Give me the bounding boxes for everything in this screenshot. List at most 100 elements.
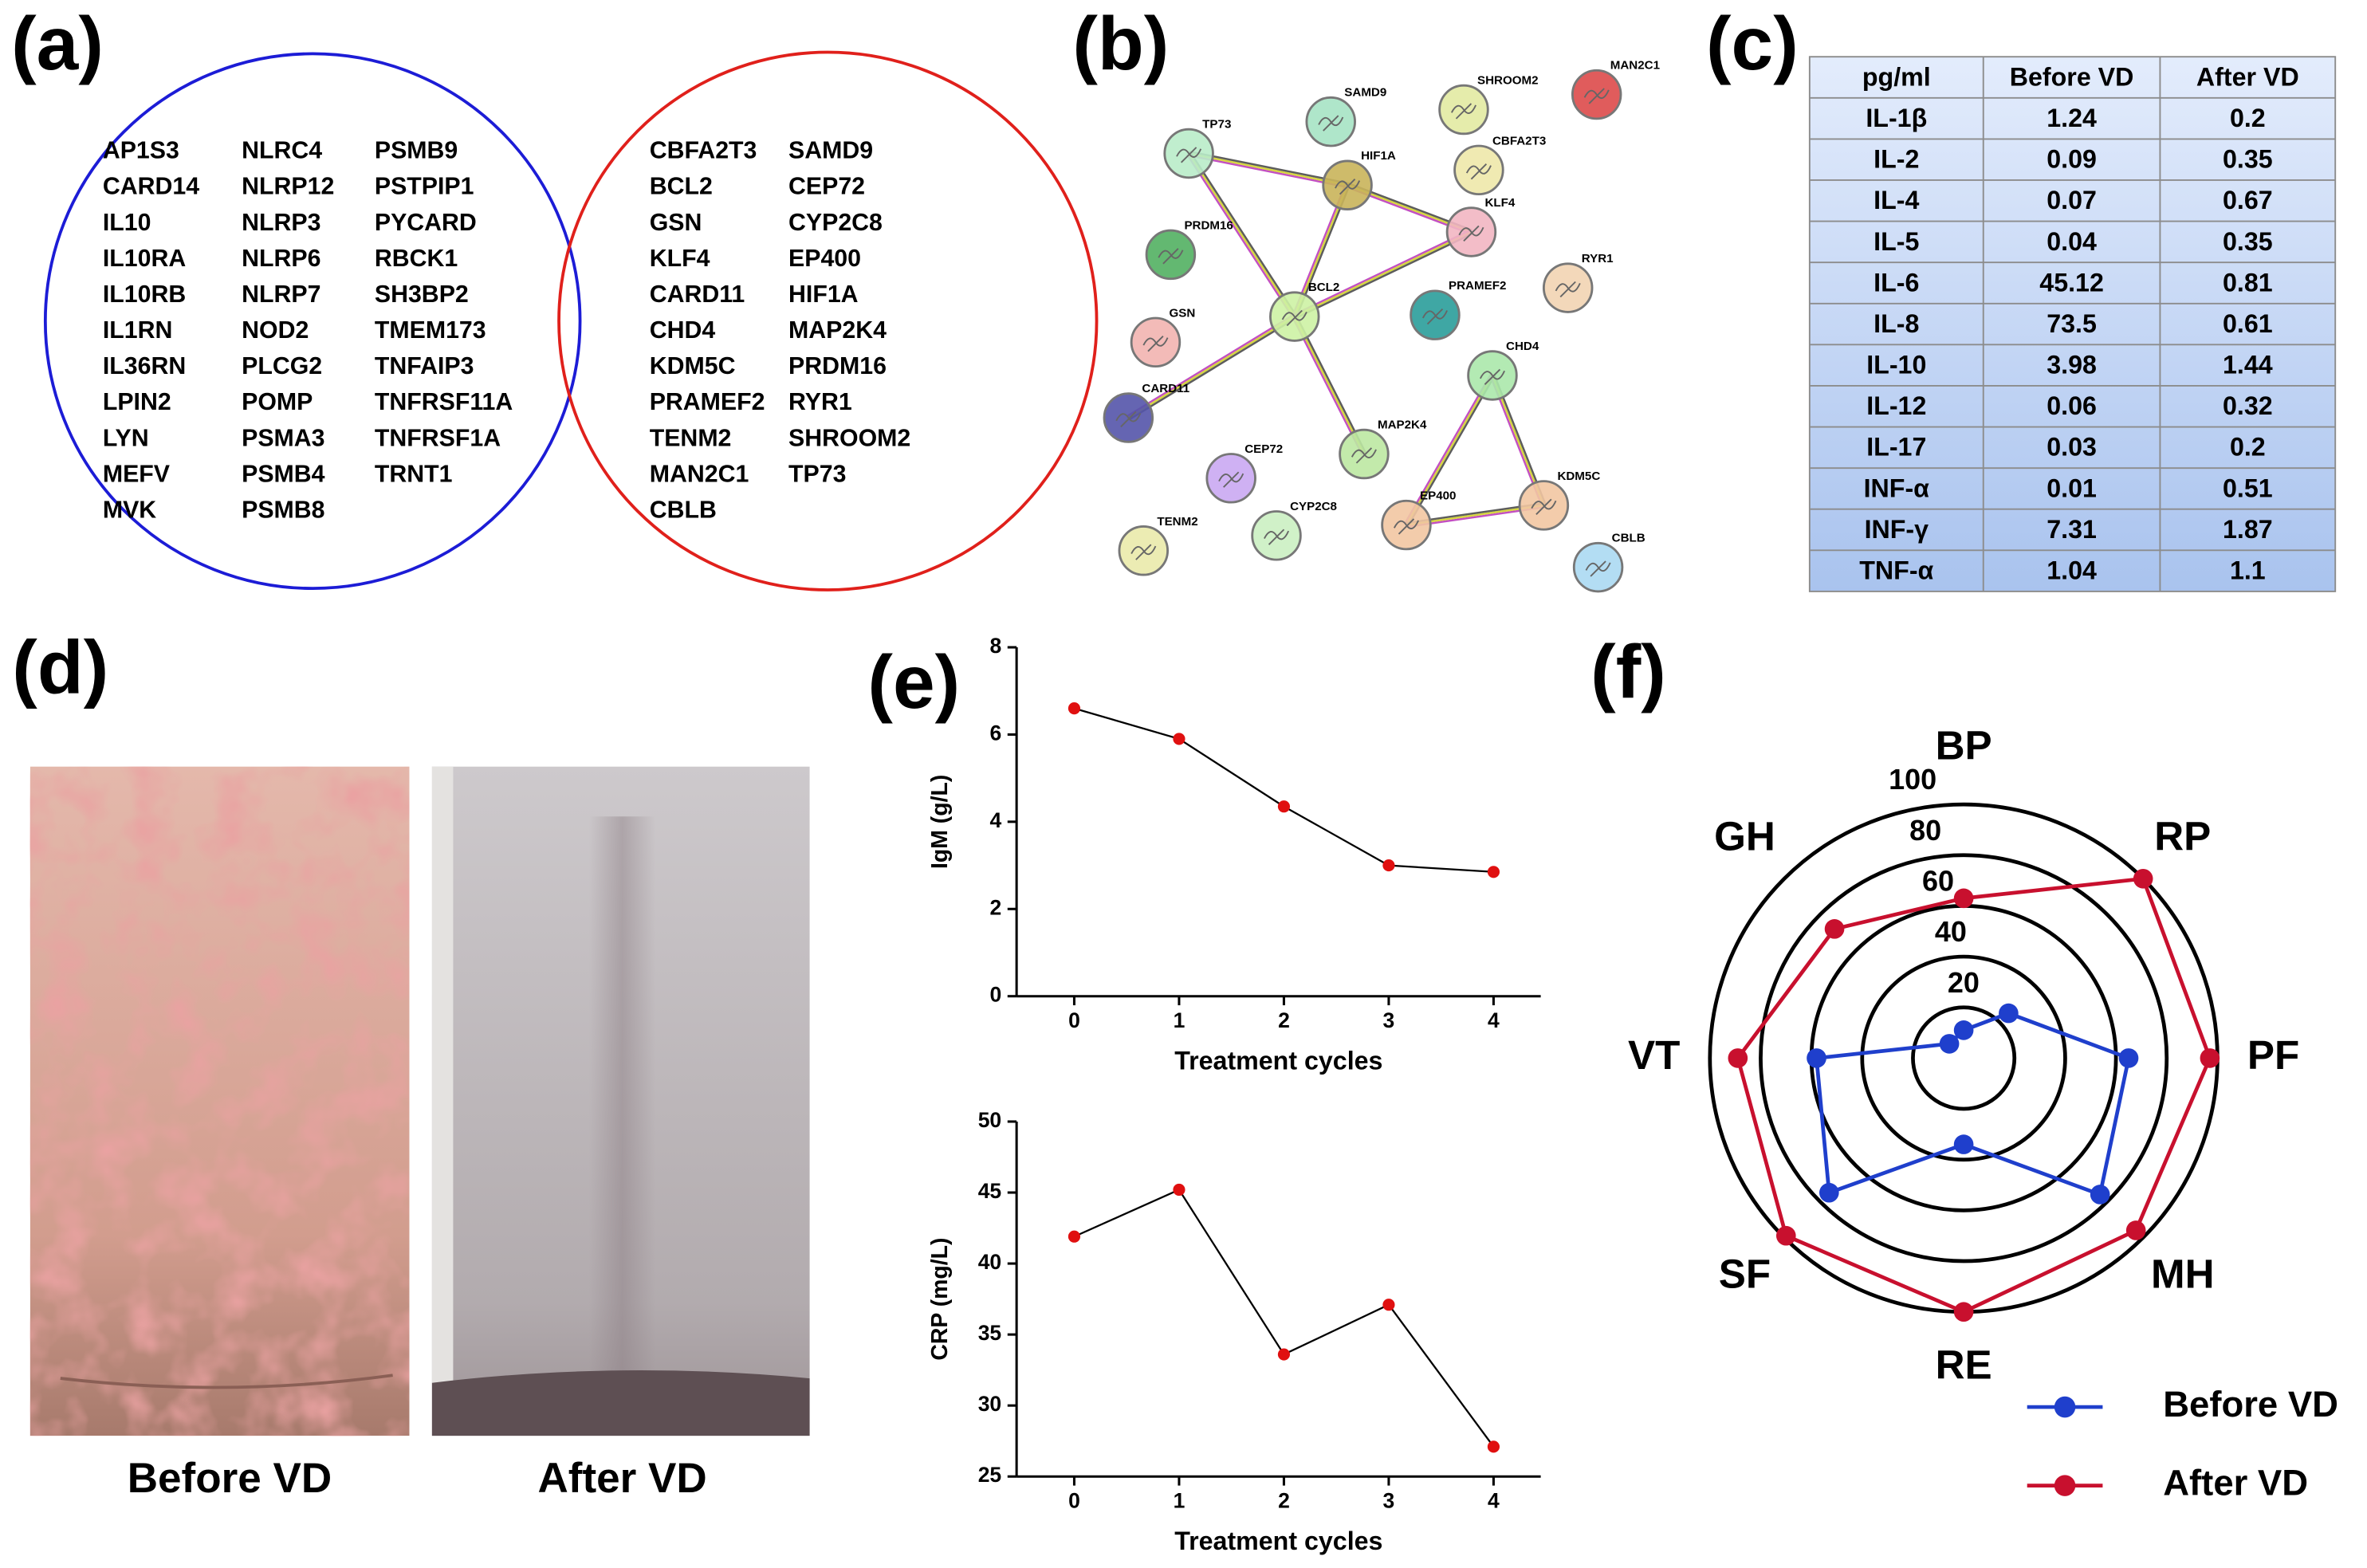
data-point <box>1068 702 1081 715</box>
table-cell: TNF-α <box>1859 556 1933 585</box>
gene-label: CHD4 <box>650 317 716 344</box>
category-label: RP <box>2154 813 2211 859</box>
x-tick-label: 4 <box>1488 1488 1500 1512</box>
table-cell: 1.44 <box>2223 351 2273 379</box>
table-cell: 73.5 <box>2047 309 2097 338</box>
photo-crease <box>60 1373 393 1389</box>
gene-label: PSMB8 <box>242 497 324 524</box>
gene-label: IL1RN <box>103 317 173 344</box>
network-edge <box>1128 317 1296 421</box>
node-label: PRDM16 <box>1184 218 1233 232</box>
network-edge <box>1403 374 1492 525</box>
radar-point <box>1939 1034 1960 1054</box>
x-tick-label: 2 <box>1278 1008 1290 1032</box>
y-tick-label: 40 <box>978 1250 1002 1274</box>
data-point <box>1487 1440 1500 1453</box>
table-background <box>1808 56 2337 592</box>
gene-label: GSN <box>650 210 702 236</box>
legend-label: Before VD <box>2163 1384 2338 1425</box>
table-cell: 0.2 <box>2230 433 2266 462</box>
gene-label: TNFRSF11A <box>375 389 513 415</box>
node-label: PRAMEF2 <box>1449 279 1506 293</box>
node-structure <box>1115 411 1142 428</box>
gene-label: EP400 <box>788 246 861 272</box>
network-edge <box>1127 316 1296 419</box>
radar-point <box>1807 1048 1826 1068</box>
gene-label: NLRP3 <box>242 210 320 236</box>
data-point <box>1173 1183 1185 1197</box>
table-cell: 7.31 <box>2047 515 2097 544</box>
table-cell: 0.07 <box>2047 186 2097 214</box>
network-edge <box>1293 316 1366 455</box>
r-tick-label: 20 <box>1948 966 1980 999</box>
network-edge <box>1293 229 1471 316</box>
category-label: RE <box>1936 1342 1992 1387</box>
gene-label: PSMB4 <box>242 461 325 487</box>
network-edge <box>1188 152 1296 317</box>
node-label: MAN2C1 <box>1610 59 1660 73</box>
gene-label: TNFRSF1A <box>375 425 501 451</box>
y-tick-label: 45 <box>978 1179 1002 1203</box>
x-tick-label: 1 <box>1174 1008 1185 1032</box>
node-structure <box>1264 529 1290 545</box>
node-label: MAP2K4 <box>1378 419 1427 432</box>
r-tick-label: 40 <box>1935 915 1967 948</box>
gene-label: CARD11 <box>650 281 745 308</box>
gene-label: IL10RA <box>103 246 187 272</box>
gene-label: BCL2 <box>650 174 713 200</box>
panel-label: (e) <box>867 640 960 725</box>
network-edge <box>1295 233 1473 320</box>
series-line <box>1074 707 1494 873</box>
panel-label: (c) <box>1706 2 1799 86</box>
table-cell: 0.35 <box>2223 145 2273 174</box>
radar-point <box>2125 1220 2146 1240</box>
y-axis-label: CRP (mg/L) <box>927 1238 953 1361</box>
x-tick-label: 1 <box>1174 1488 1185 1512</box>
gene-label: TNFAIP3 <box>375 353 474 379</box>
data-point <box>1382 859 1395 872</box>
legend-marker <box>2054 1396 2076 1418</box>
radar-point <box>1953 1134 1974 1154</box>
network-edge <box>1126 313 1295 417</box>
photo-spine <box>588 816 656 1376</box>
gene-label: NOD2 <box>242 317 309 344</box>
y-tick-label: 30 <box>978 1392 1002 1416</box>
gene-label: LYN <box>103 425 149 451</box>
y-tick-label: 2 <box>989 895 1001 919</box>
x-tick-label: 3 <box>1383 1488 1395 1512</box>
network-edge <box>1292 316 1363 456</box>
table-cell: IL-10 <box>1866 351 1926 379</box>
node-structure <box>1335 179 1361 195</box>
gene-label: LPIN2 <box>103 389 171 415</box>
network-edge <box>1189 151 1297 316</box>
table-cell: 0.01 <box>2047 474 2097 502</box>
table-cell: 45.12 <box>2039 268 2104 297</box>
category-label: BP <box>1936 722 1992 768</box>
r-tick-label: 60 <box>1922 864 1954 897</box>
network-edge <box>1186 154 1294 319</box>
gene-label: HIF1A <box>788 281 859 308</box>
network-edge <box>1189 150 1348 185</box>
node-label: KDM5C <box>1557 470 1600 483</box>
gene-label: KDM5C <box>650 353 736 379</box>
gene-label: SHROOM2 <box>788 425 910 451</box>
gene-label: CYP2C8 <box>788 210 883 236</box>
table-cell: 0.2 <box>2230 104 2266 132</box>
table-cell: 1.24 <box>2047 104 2097 132</box>
category-label: MH <box>2151 1252 2215 1297</box>
node-structure <box>1158 248 1184 265</box>
y-tick-label: 50 <box>978 1108 1002 1132</box>
table-cell: IL-4 <box>1874 186 1919 214</box>
gene-label: MAN2C1 <box>650 461 749 487</box>
gene-label: RBCK1 <box>375 246 458 272</box>
table-cell: IL-6 <box>1874 268 1919 297</box>
gene-label: CBLB <box>650 497 717 524</box>
data-point <box>1173 733 1185 745</box>
node-label: BCL2 <box>1308 281 1340 294</box>
radar-point <box>1953 888 1974 909</box>
r-tick-label: 80 <box>1909 814 1941 847</box>
node-structure <box>1479 368 1505 386</box>
table-cell: IL-12 <box>1866 391 1926 420</box>
table-cell: IL-2 <box>1874 145 1919 174</box>
table-cell: 0.61 <box>2223 309 2273 338</box>
